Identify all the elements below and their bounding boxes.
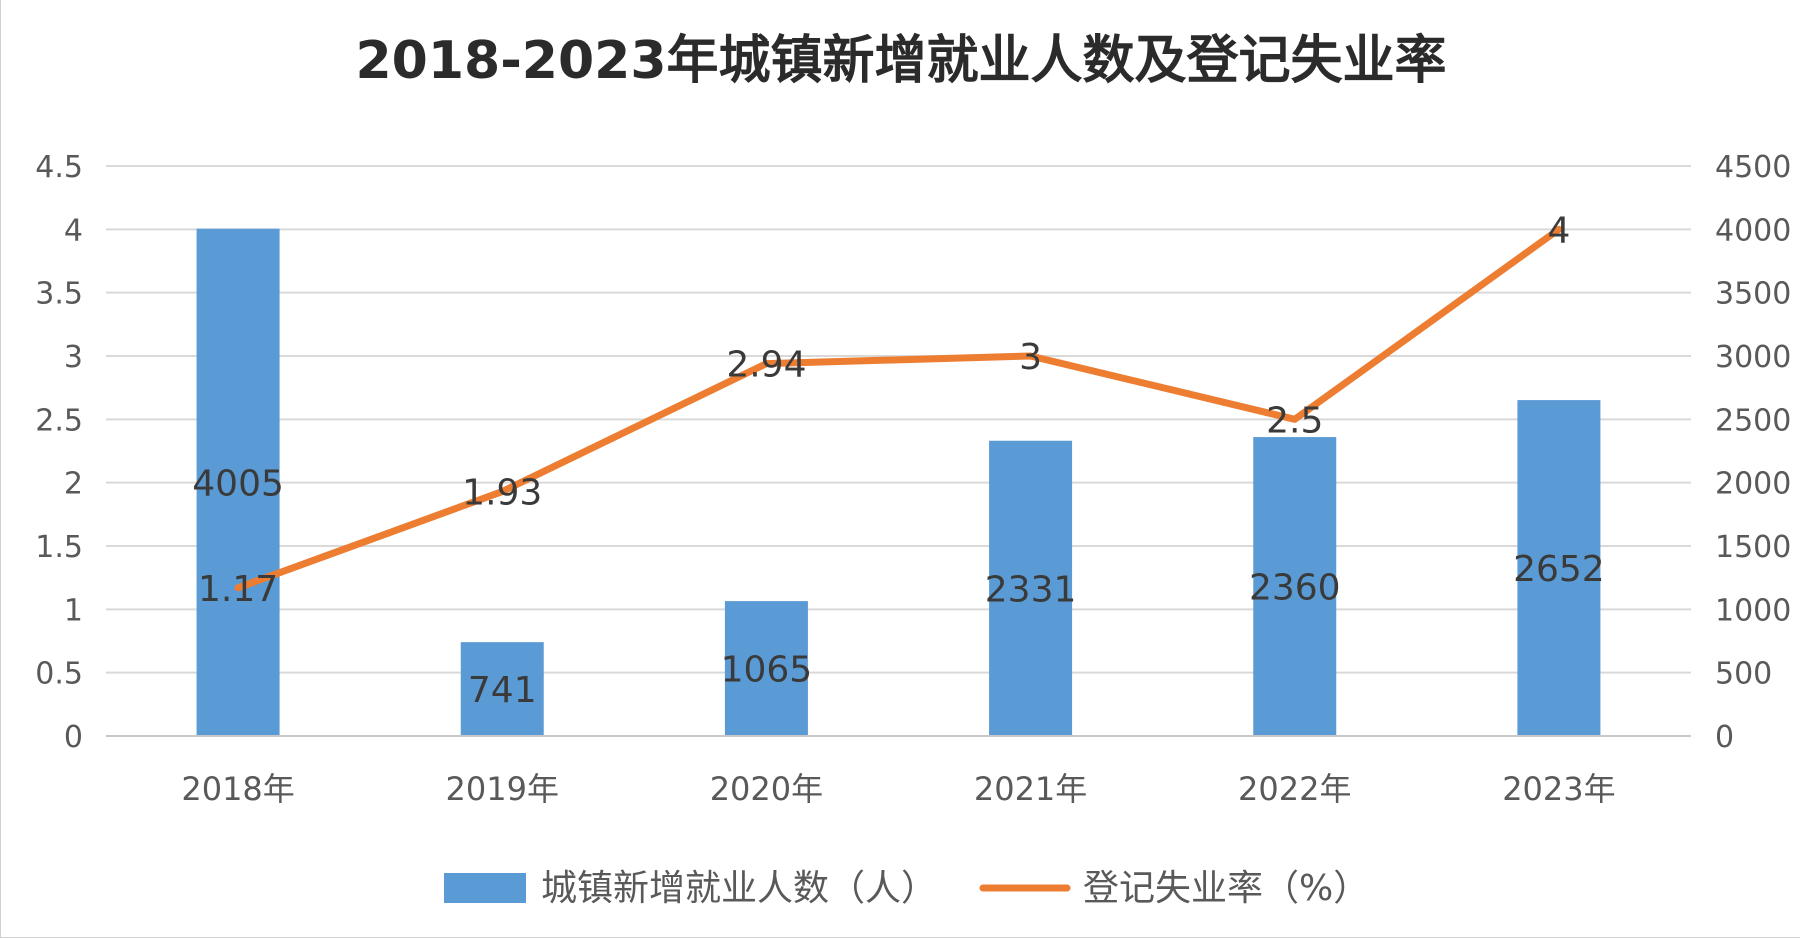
left-tick-label: 0: [64, 720, 83, 755]
category-axis: 2018年 2019年 2020年 2021年 2022年 2023年: [106, 735, 1691, 808]
left-tick-label: 2.5: [35, 403, 83, 438]
line-point: [235, 584, 242, 591]
bar-series: [196, 228, 1601, 736]
bar: [1253, 437, 1337, 736]
bar: [460, 642, 544, 736]
bar: [989, 440, 1073, 736]
left-tick-label: 2: [64, 467, 83, 502]
line-series: [234, 225, 1563, 592]
right-tick-label: 500: [1715, 657, 1772, 692]
bar-data-labels: 4005 741 1065 2331 2360 2652: [192, 463, 1604, 711]
bar: [724, 601, 808, 736]
legend: 城镇新增就业人数（人） 登记失业率（%）: [444, 868, 1369, 909]
left-tick-label: 3.5: [35, 277, 83, 312]
line-path: [234, 225, 1563, 592]
bar-data-label: 741: [468, 670, 537, 711]
left-tick-label: 4: [64, 213, 83, 248]
gridlines: [106, 165, 1691, 737]
bar-data-label: 2331: [985, 569, 1077, 610]
line-point: [1555, 226, 1562, 233]
bar: [1517, 400, 1601, 736]
line-point: [499, 488, 506, 495]
bar-data-label: 1065: [721, 650, 813, 691]
category-label: 2018年: [181, 770, 294, 808]
right-tick-label: 4500: [1715, 150, 1791, 185]
category-label: 2023年: [1502, 770, 1615, 808]
right-tick-label: 3500: [1715, 277, 1791, 312]
left-tick-label: 3: [64, 340, 83, 375]
bar-data-label: 2360: [1249, 568, 1341, 609]
category-label: 2022年: [1238, 770, 1351, 808]
left-tick-label: 1.5: [35, 530, 83, 565]
left-tick-label: 4.5: [35, 150, 83, 185]
right-tick-label: 0: [1715, 720, 1734, 755]
bar-data-label: 2652: [1513, 549, 1605, 590]
right-tick-label: 2500: [1715, 403, 1791, 438]
left-tick-label: 1: [64, 593, 83, 628]
line-data-label: 3: [1019, 337, 1042, 378]
line-point: [1291, 416, 1298, 423]
right-tick-label: 4000: [1715, 213, 1791, 248]
line-data-label: 2.94: [726, 345, 806, 386]
legend-bar-label: 城镇新增就业人数（人）: [541, 868, 937, 909]
line-data-label: 4: [1547, 210, 1570, 251]
bar-data-label: 4005: [192, 463, 284, 504]
right-y-axis: 0 500 1000 1500 2000 2500 3000 3500 4000 4500: [1715, 150, 1791, 755]
right-tick-label: 1500: [1715, 530, 1791, 565]
right-tick-label: 1000: [1715, 593, 1791, 628]
category-label: 2019年: [446, 770, 559, 808]
legend-bar-swatch: [444, 873, 526, 903]
category-label: 2020年: [710, 770, 823, 808]
left-y-axis: 0 0.5 1 1.5 2 2.5 3 3.5 4 4.5: [35, 150, 83, 755]
line-point: [1027, 353, 1034, 359]
line-data-labels: 1.17 1.93 2.94 3 2.5 4: [198, 210, 1570, 609]
legend-line-label: 登记失业率（%）: [1083, 868, 1369, 909]
right-tick-label: 3000: [1715, 340, 1791, 375]
category-label: 2021年: [974, 770, 1087, 808]
left-tick-label: 0.5: [35, 657, 83, 692]
chart-title: 2018-2023年城镇新增就业人数及登记失业率: [355, 31, 1446, 91]
right-tick-label: 2000: [1715, 467, 1791, 502]
bar: [196, 228, 280, 736]
line-point: [763, 360, 770, 367]
line-data-label: 1.17: [198, 569, 278, 610]
line-data-label: 2.5: [1266, 400, 1323, 441]
line-data-label: 1.93: [462, 473, 542, 514]
